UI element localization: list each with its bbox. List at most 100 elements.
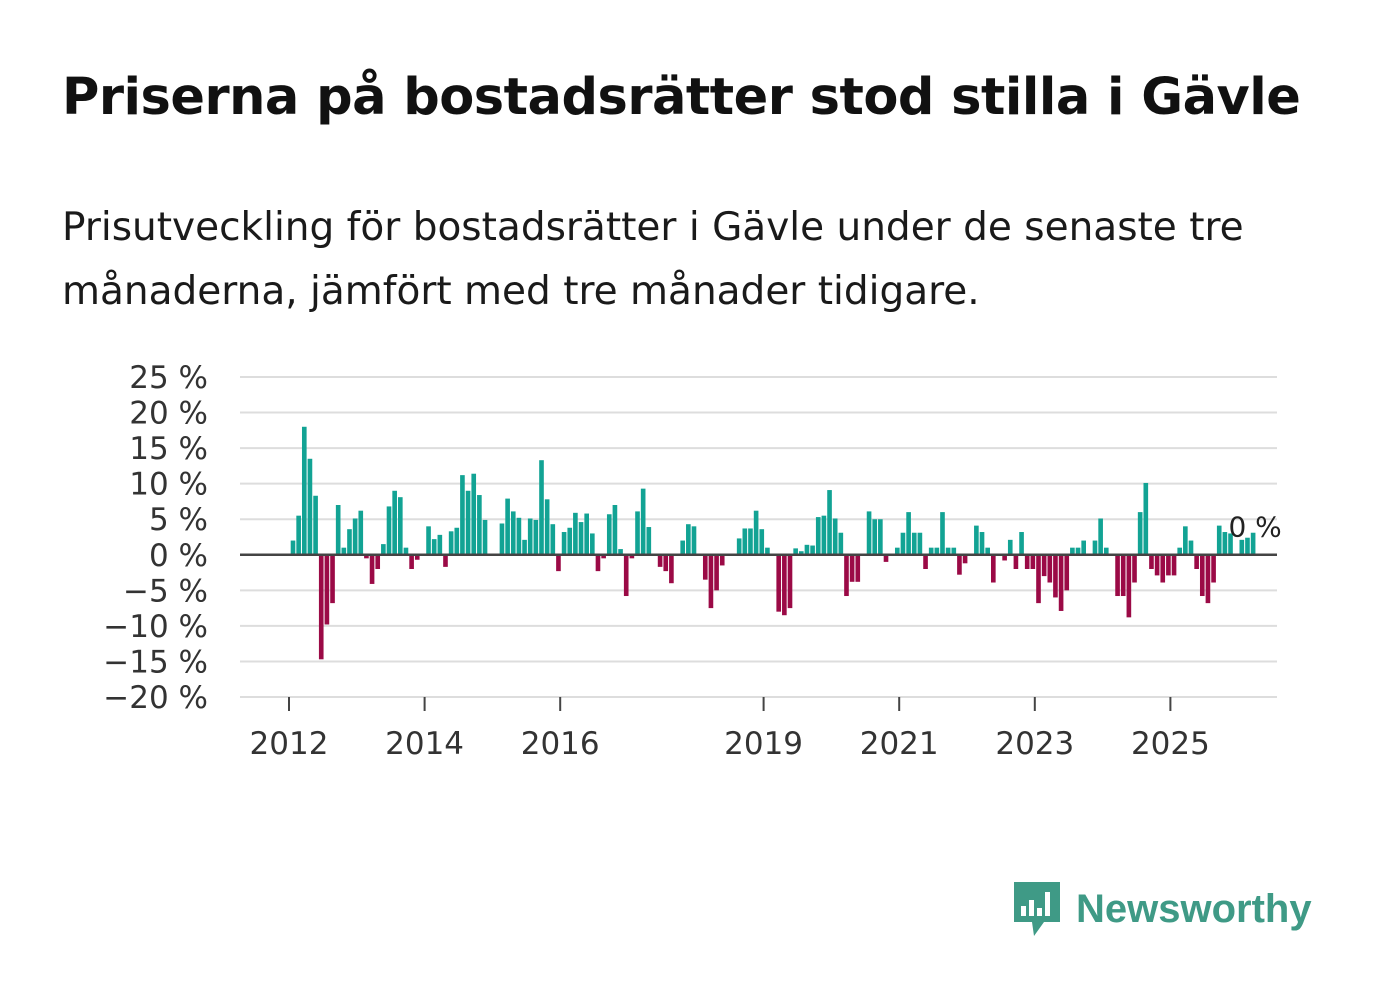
bar	[381, 544, 386, 555]
bar	[691, 526, 697, 555]
bar	[527, 518, 533, 555]
bar	[872, 519, 878, 555]
bar	[1098, 518, 1103, 555]
bar	[403, 547, 409, 555]
bar	[606, 514, 612, 555]
bar	[1245, 537, 1250, 555]
bar	[1092, 540, 1098, 555]
y-tick-label: −10 %	[103, 609, 208, 645]
bar	[465, 490, 471, 555]
bar	[550, 524, 556, 555]
bar	[686, 524, 691, 555]
bar	[1194, 554, 1199, 569]
bar	[748, 528, 753, 555]
bar	[1041, 554, 1047, 577]
bar	[1154, 554, 1160, 576]
bar	[595, 554, 601, 572]
bar	[827, 490, 832, 555]
bar	[1120, 554, 1126, 597]
bar	[1188, 540, 1194, 555]
bar	[832, 518, 838, 555]
x-tick-label: 2016	[521, 726, 600, 762]
bar	[567, 527, 573, 555]
bar	[804, 544, 810, 555]
x-tick-label: 2012	[250, 726, 329, 762]
bar	[923, 554, 928, 569]
bar	[601, 554, 606, 559]
bar	[906, 512, 911, 555]
y-tick-label: −15 %	[103, 644, 208, 680]
bar	[505, 498, 510, 555]
y-tick-label: 15 %	[129, 431, 208, 467]
bar	[296, 515, 301, 555]
bar	[787, 554, 793, 609]
bar	[1126, 554, 1132, 618]
bar	[1030, 554, 1036, 569]
bar	[1081, 540, 1086, 555]
x-tick-label: 2019	[724, 726, 803, 762]
bar	[1149, 554, 1154, 569]
bar	[431, 539, 437, 555]
bar	[1053, 554, 1058, 598]
bar	[443, 554, 448, 567]
bar	[765, 547, 770, 555]
bar	[657, 554, 663, 567]
bar	[776, 554, 782, 612]
bar	[1211, 554, 1216, 583]
y-tick-label: 5 %	[149, 502, 208, 538]
bar	[397, 497, 403, 555]
brand-name: Newsworthy	[1076, 886, 1312, 931]
bar	[426, 526, 431, 555]
bar	[482, 519, 488, 555]
bar	[917, 532, 923, 555]
bar	[561, 532, 567, 555]
bar	[991, 554, 996, 583]
bar	[1183, 526, 1188, 555]
bar	[623, 554, 629, 597]
bar	[341, 547, 347, 555]
bar	[855, 554, 861, 582]
bar	[1002, 554, 1007, 561]
bar	[663, 554, 669, 572]
bar	[352, 518, 358, 555]
chart-title: Priserna på bostadsrätter stod stilla i …	[62, 68, 1301, 127]
bars	[290, 426, 1256, 660]
bar	[1064, 554, 1070, 591]
bar	[1228, 533, 1233, 555]
bar	[1199, 554, 1205, 597]
bar	[1137, 512, 1143, 555]
bar	[1115, 554, 1120, 597]
bar	[844, 554, 849, 597]
bar	[290, 540, 296, 555]
bar	[1205, 554, 1211, 604]
bar	[454, 527, 460, 555]
bar	[324, 554, 330, 625]
bar	[985, 547, 990, 555]
bar	[810, 545, 815, 555]
y-tick-label: −5 %	[123, 573, 208, 609]
x-tick-label: 2021	[860, 726, 939, 762]
latest-value-annotation: 0 %	[1228, 510, 1281, 543]
bar	[364, 554, 369, 559]
bar	[798, 551, 804, 555]
bar	[522, 539, 527, 555]
bar	[979, 532, 985, 555]
bar	[1047, 554, 1053, 583]
bar	[945, 547, 951, 555]
bar	[1058, 554, 1064, 611]
bar	[584, 513, 589, 555]
bar	[375, 554, 381, 569]
bar	[409, 554, 414, 569]
bar	[742, 528, 748, 555]
bar	[612, 505, 618, 555]
y-tick-label: 25 %	[129, 360, 208, 396]
bar	[1103, 547, 1109, 555]
bar	[1177, 547, 1183, 555]
x-tick-label: 2014	[385, 726, 464, 762]
bar	[590, 533, 595, 555]
bar	[957, 554, 962, 575]
bar	[510, 511, 516, 555]
bar	[448, 531, 454, 555]
bar	[849, 554, 855, 582]
